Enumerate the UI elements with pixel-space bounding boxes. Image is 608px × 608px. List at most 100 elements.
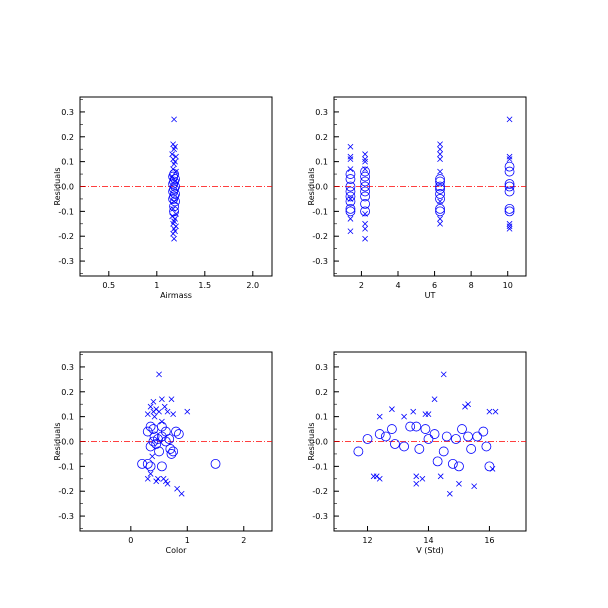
x-marker [156,371,162,378]
y-tick-label: 0.2 [315,388,328,397]
circle-marker [411,421,422,432]
circle-marker [360,171,370,182]
circle-marker [169,201,179,212]
circle-marker [165,444,176,454]
circle-marker [154,446,164,457]
circle-marker [360,199,370,209]
x-marker [362,225,368,232]
x-tick-label: 2 [359,281,364,290]
x-marker [147,403,154,410]
x-marker [362,158,368,165]
x-marker [362,220,368,227]
x-marker [169,151,176,158]
x-tick-label: 0 [128,536,133,545]
x-marker [506,116,513,123]
x-marker [506,223,513,230]
circle-marker [472,431,483,442]
x-marker [401,413,407,420]
circle-marker [362,434,373,444]
x-marker [174,485,181,492]
y-tick-label: -0.0 [312,438,328,447]
x-marker [506,220,513,227]
residual-plot-2: -0.3 -0.2 -0.1 -0.0 0.1 0.2 0.3 2 4 6 8 10 UT Residua… [307,96,527,300]
x-tick-label: 16 [484,536,494,545]
circle-marker [504,161,515,172]
x-marker [389,406,395,413]
x-marker [184,408,191,415]
circle-marker [423,434,434,444]
x-marker [347,156,354,163]
x-marker [161,403,168,410]
x-marker [446,490,453,497]
x-marker [164,408,171,415]
x-marker [158,418,165,425]
x-marker [158,396,165,403]
y-tick-label: -0.0 [58,438,74,447]
circle-marker [360,186,370,197]
circle-marker [484,461,495,472]
circle-marker [166,449,177,459]
x-marker [347,143,354,150]
circle-marker [435,194,445,204]
circle-marker [481,441,492,452]
y-tick-label: -0.2 [312,232,328,241]
y-tick-label: 0.2 [61,133,74,142]
circle-marker [360,191,370,202]
circle-marker [170,196,180,207]
y-tick-label: 0.3 [61,363,74,372]
circle-marker [156,421,167,432]
circle-marker [360,176,370,187]
circle-marker [353,446,364,457]
circle-marker [345,169,356,179]
x-tick-label: 2 [241,536,246,545]
x-marker [440,371,447,378]
circle-marker [345,203,356,214]
circle-marker [504,206,515,217]
y-axis-title: Residuals [307,423,316,461]
x-axis-title: Airmass [160,291,192,300]
x-marker [164,480,171,487]
x-axis-title: V (Std) [416,546,444,555]
circle-marker [399,441,409,452]
circle-marker [435,184,445,194]
circle-marker [142,458,153,469]
circle-marker [345,174,356,184]
circle-marker [145,461,156,472]
circle-marker [156,461,167,472]
circle-marker [171,426,181,437]
circle-marker [435,176,445,187]
y-tick-label: 0.1 [61,413,74,422]
circle-marker [457,424,467,434]
x-marker [471,483,478,490]
circle-marker [451,434,461,444]
circle-marker [169,206,179,217]
circle-marker [435,203,445,214]
x-marker [147,470,154,477]
circle-marker [173,429,184,439]
y-tick-label: -0.3 [312,512,328,521]
x-marker [410,408,417,415]
x-marker [347,228,354,235]
y-tick-label: 0.3 [61,108,74,117]
y-tick-label: -0.1 [58,207,74,216]
y-tick-label: -0.2 [58,487,74,496]
x-marker [413,473,420,480]
x-marker [437,168,443,175]
circle-marker [504,203,515,214]
circle-marker [168,446,179,457]
circle-marker [435,174,445,184]
x-marker [425,411,432,418]
residual-plot-4: -0.3 -0.2 -0.1 -0.0 0.1 0.2 0.3 12 14 16 V (Std) Re… [307,351,527,555]
circle-marker [390,439,400,449]
y-tick-label: 0.1 [315,413,328,422]
y-tick-label: 0.2 [315,133,328,142]
circle-marker [168,171,179,182]
y-axis-title: Residuals [53,168,62,206]
x-marker [437,215,443,222]
x-marker [171,146,177,153]
x-marker [149,453,156,460]
x-marker [506,156,513,163]
x-marker [151,413,158,420]
x-tick-label: 0.5 [102,281,115,290]
